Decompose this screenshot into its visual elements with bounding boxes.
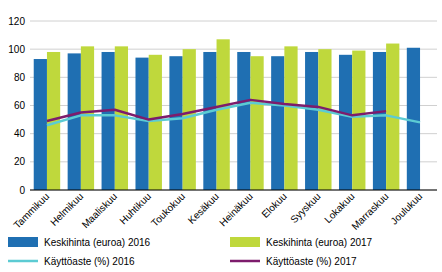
legend-swatch [230, 237, 260, 247]
y-tick-label: 120 [8, 16, 25, 27]
bar [305, 52, 318, 190]
bar [68, 53, 81, 190]
bar [373, 52, 386, 190]
x-tick-label: Kesäkuu [186, 191, 221, 226]
grid-line [30, 21, 437, 22]
grid [30, 21, 437, 190]
y-tick-label: 80 [14, 72, 26, 83]
bar [135, 58, 148, 190]
chart-svg: 020406080100120TammikuuHelmikuuMaaliskuu… [0, 0, 442, 272]
y-tick-label: 100 [8, 44, 25, 55]
y-tick-label: 20 [14, 156, 26, 167]
bar [318, 49, 331, 190]
y-tick-label: 60 [14, 100, 26, 111]
bar [203, 52, 216, 190]
x-tick-label: Lokakuu [322, 191, 357, 226]
bar [102, 52, 115, 190]
bar [237, 52, 250, 190]
legend-label: Keskihinta (euroa) 2016 [44, 237, 151, 248]
y-tick-label: 40 [14, 128, 26, 139]
x-tick-label: Marraskuu [349, 191, 390, 232]
legend-swatch [8, 260, 38, 263]
bar [183, 49, 196, 190]
grid-line [30, 190, 437, 191]
x-tick-label: Syyskuu [288, 191, 323, 226]
bar [149, 55, 162, 190]
bar [81, 46, 94, 190]
x-axis [30, 190, 437, 191]
legend: Keskihinta (euroa) 2016 Keskihinta (euroa… [8, 237, 373, 267]
y-tick-label: 0 [19, 185, 25, 196]
legend-label: Käyttöaste (%) 2017 [266, 256, 357, 267]
bar [250, 56, 263, 190]
plot-area [34, 39, 420, 190]
x-tick-label: Elokuu [259, 191, 288, 220]
x-tick-label: Tammikuu [11, 191, 51, 231]
bar [217, 39, 230, 190]
bar [34, 59, 47, 190]
chart-container: 020406080100120TammikuuHelmikuuMaaliskuu… [0, 0, 442, 272]
legend-swatch [230, 260, 260, 263]
bar [352, 51, 365, 190]
legend-swatch [8, 237, 38, 247]
x-tick-label: Heinäkuu [217, 191, 255, 229]
x-tick-label: Joulukuu [388, 191, 424, 227]
line [47, 100, 386, 121]
bar [284, 46, 297, 190]
x-tick-label: Toukokuu [149, 191, 187, 229]
bar [339, 55, 352, 190]
legend-label: Käyttöaste (%) 2016 [44, 256, 135, 267]
legend-label: Keskihinta (euroa) 2017 [266, 237, 373, 248]
bar [271, 56, 284, 190]
bar [169, 56, 182, 190]
x-tick-label: Maaliskuu [80, 191, 120, 231]
